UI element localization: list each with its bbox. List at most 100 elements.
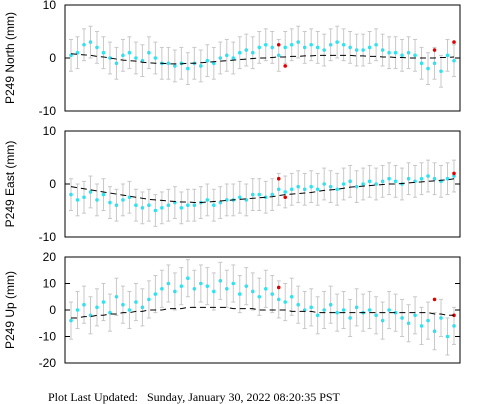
y-tick-label: 10 <box>43 277 57 291</box>
data-point <box>160 206 164 210</box>
data-point <box>354 184 359 189</box>
data-point <box>348 179 352 184</box>
data-point <box>289 294 294 299</box>
data-point <box>393 179 398 184</box>
data-point <box>75 198 80 202</box>
data-point <box>147 203 151 207</box>
data-point <box>205 284 210 288</box>
data-point <box>212 203 216 207</box>
data-point <box>283 300 288 304</box>
data-point <box>218 279 223 283</box>
y-tick-label: 0 <box>49 51 56 65</box>
data-point <box>276 176 281 181</box>
data-point <box>341 182 346 186</box>
model-line <box>71 306 454 319</box>
data-point <box>452 174 456 178</box>
data-point <box>166 203 171 207</box>
data-point <box>354 305 359 310</box>
data-point <box>101 50 106 55</box>
data-point <box>335 40 339 44</box>
data-point <box>367 308 372 312</box>
y-tick-label: 20 <box>43 250 57 264</box>
data-point <box>322 308 326 312</box>
data-point <box>426 66 430 71</box>
data-point <box>426 318 430 323</box>
data-point <box>283 195 288 200</box>
data-point <box>257 192 262 197</box>
data-point <box>237 195 242 200</box>
y-axis-label: P249 Up (mm) <box>3 271 17 349</box>
data-point <box>432 176 437 181</box>
data-point <box>276 53 281 58</box>
y-tick-label: -10 <box>39 330 57 344</box>
data-point <box>108 56 112 60</box>
data-point <box>387 176 391 181</box>
data-point <box>270 292 275 296</box>
data-point <box>192 203 197 207</box>
data-point <box>95 45 99 50</box>
data-point <box>296 302 301 307</box>
data-point <box>406 50 411 55</box>
data-point <box>160 287 164 291</box>
data-point <box>224 198 229 202</box>
data-point <box>166 281 171 286</box>
data-point <box>406 176 411 181</box>
y-tick-label: -10 <box>39 230 57 244</box>
data-point <box>75 50 80 55</box>
data-point <box>328 302 333 307</box>
data-point <box>335 310 339 315</box>
y-tick-label: 0 <box>49 303 56 317</box>
data-point <box>452 40 456 44</box>
data-point <box>276 285 281 290</box>
data-point <box>270 192 275 197</box>
data-point <box>380 318 385 323</box>
data-point <box>432 329 437 334</box>
data-point <box>140 206 145 210</box>
data-point <box>250 192 255 197</box>
data-point <box>147 297 151 302</box>
data-point <box>82 302 86 307</box>
data-point <box>328 42 333 47</box>
data-point <box>335 187 339 192</box>
data-point <box>270 45 275 50</box>
data-point <box>315 45 320 50</box>
data-point <box>439 316 443 320</box>
data-point <box>237 50 242 55</box>
data-point <box>101 192 106 197</box>
data-point <box>341 42 346 47</box>
model-line <box>70 53 455 65</box>
data-point <box>445 334 450 339</box>
data-point <box>205 58 210 63</box>
data-point <box>400 316 404 320</box>
data-point <box>387 50 391 55</box>
data-point <box>88 190 93 194</box>
data-point <box>250 50 255 55</box>
data-point <box>114 61 119 66</box>
data-point <box>452 324 456 328</box>
data-point <box>374 42 378 47</box>
data-point <box>367 179 372 184</box>
data-point <box>309 42 313 47</box>
data-point <box>302 45 307 50</box>
data-point <box>432 297 437 302</box>
data-point <box>354 48 359 52</box>
data-point <box>276 42 281 47</box>
data-point <box>289 187 294 192</box>
data-point <box>250 289 255 294</box>
data-point <box>166 61 171 66</box>
data-point <box>400 53 404 58</box>
data-point <box>127 308 132 312</box>
data-point <box>439 69 443 74</box>
data-point <box>393 50 398 55</box>
data-point <box>231 56 236 60</box>
y-axis-label: P249 East (mm) <box>3 141 17 228</box>
data-point <box>445 176 450 181</box>
data-point <box>179 206 184 210</box>
data-point <box>244 284 249 288</box>
data-point <box>322 48 326 52</box>
footer: Plot Last Updated: Sunday, January 30, 2… <box>48 390 341 404</box>
data-point <box>153 208 158 213</box>
data-point <box>186 203 190 207</box>
data-point <box>263 195 268 200</box>
